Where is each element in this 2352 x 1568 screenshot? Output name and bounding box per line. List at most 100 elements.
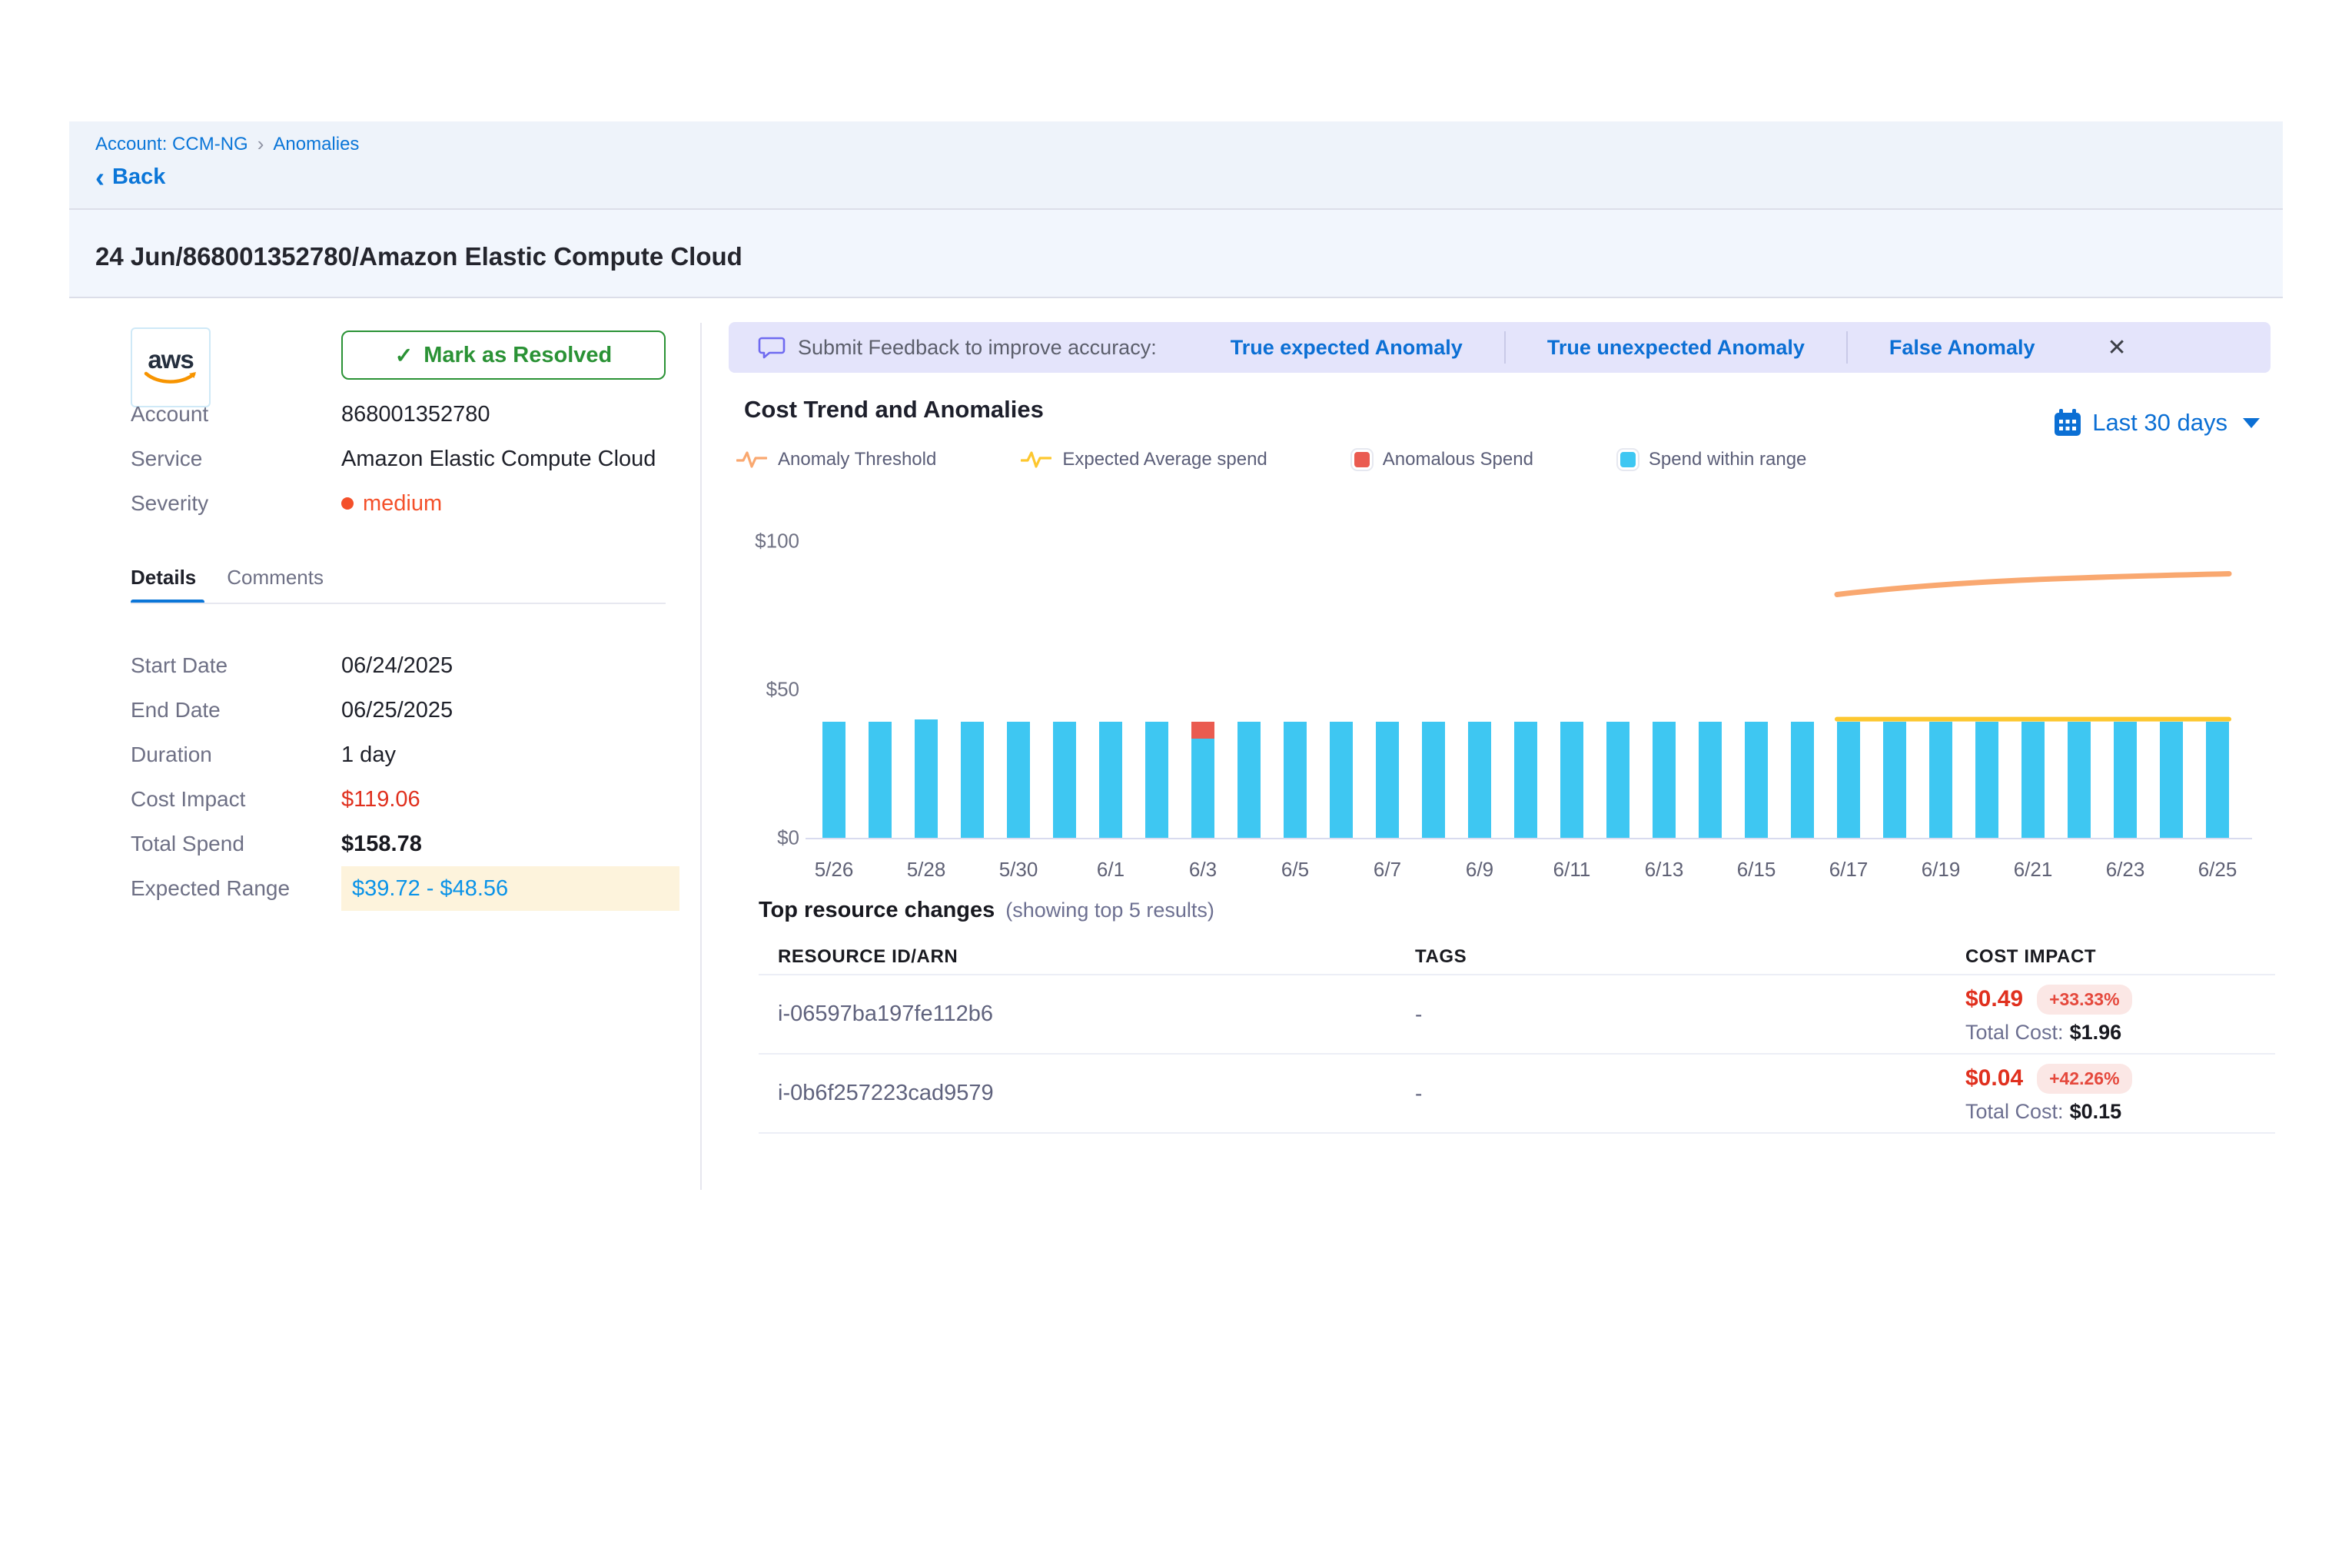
bar-6/11[interactable]	[1560, 722, 1583, 838]
table-row: i-0b6f257223cad9579-$0.04+42.26%Total Co…	[759, 1055, 2275, 1134]
bar-6/8[interactable]	[1422, 722, 1445, 838]
bar-6/13[interactable]	[1653, 722, 1676, 838]
bar-slot-6/11	[1549, 523, 1595, 838]
x-tick-label	[1134, 858, 1180, 882]
bar-6/14[interactable]	[1699, 722, 1722, 838]
bar-6/7[interactable]	[1376, 722, 1399, 838]
legend-item-anomaly-threshold[interactable]: Anomaly Threshold	[736, 449, 936, 470]
bar-6/20[interactable]	[1975, 722, 1998, 838]
bar-6/25[interactable]	[2206, 722, 2229, 838]
tab-details[interactable]: Details	[131, 566, 196, 600]
bar-6/3[interactable]	[1191, 722, 1214, 838]
y-tick-label: $0	[777, 826, 799, 850]
bar-6/22[interactable]	[2068, 722, 2091, 838]
legend-item-anomalous-spend[interactable]: Anomalous Spend	[1352, 449, 1533, 470]
bar-6/23[interactable]	[2114, 722, 2137, 838]
bar-6/2[interactable]	[1145, 722, 1168, 838]
squiggle-line-icon	[1021, 449, 1051, 470]
detail-label: Start Date	[131, 653, 341, 678]
bar-slot-6/7	[1364, 523, 1410, 838]
anomaly-details: Start Date06/24/2025End Date06/25/2025Du…	[131, 643, 681, 911]
legend-square-icon	[1352, 450, 1372, 470]
within-range-segment	[822, 722, 845, 838]
table-body: i-06597ba197fe112b6-$0.49+33.33%Total Co…	[759, 974, 2275, 1134]
breadcrumb-account-link[interactable]: Account: CCM-NG	[95, 134, 248, 155]
bar-5/28[interactable]	[915, 719, 938, 838]
legend-item-expected-average-spend[interactable]: Expected Average spend	[1021, 449, 1267, 470]
x-tick-label	[1226, 858, 1272, 882]
bar-5/26[interactable]	[822, 722, 845, 838]
bar-6/18[interactable]	[1883, 722, 1906, 838]
severity-dot-icon	[341, 497, 354, 510]
bar-slot-6/14	[1687, 523, 1733, 838]
detail-row: Start Date06/24/2025	[131, 643, 681, 688]
feedback-option-true-expected-anomaly[interactable]: True expected Anomaly	[1189, 336, 1504, 360]
tab-comments[interactable]: Comments	[227, 566, 324, 600]
bar-6/16[interactable]	[1791, 722, 1814, 838]
summary-label: Account	[131, 402, 341, 427]
date-range-selector[interactable]: Last 30 days	[2052, 407, 2260, 438]
within-range-segment	[869, 722, 892, 838]
detail-value: $158.78	[341, 832, 422, 857]
chevron-left-icon: ‹	[95, 167, 105, 188]
bar-6/19[interactable]	[1929, 722, 1952, 838]
table-row: i-06597ba197fe112b6-$0.49+33.33%Total Co…	[759, 975, 2275, 1055]
bar-6/17[interactable]	[1837, 722, 1860, 838]
within-range-segment	[2160, 722, 2183, 838]
within-range-segment	[1191, 739, 1214, 838]
bar-6/15[interactable]	[1745, 722, 1768, 838]
detail-row: Duration1 day	[131, 733, 681, 777]
bar-6/10[interactable]	[1514, 722, 1537, 838]
table-title-row: Top resource changes (showing top 5 resu…	[759, 898, 2275, 923]
x-axis-labels: 5/265/285/306/16/36/56/76/96/116/136/156…	[811, 858, 2241, 882]
anomaly-summary: Account868001352780ServiceAmazon Elastic…	[131, 392, 681, 526]
feedback-option-false-anomaly[interactable]: False Anomaly	[1848, 336, 2077, 360]
detail-value: $39.72 - $48.56	[341, 866, 679, 911]
x-tick-label	[1503, 858, 1549, 882]
resource-cost-impact: $0.49+33.33%Total Cost:$1.96	[1965, 985, 2275, 1045]
bar-6/1[interactable]	[1099, 722, 1122, 838]
resource-tags: -	[1415, 1081, 1965, 1106]
bar-6/24[interactable]	[2160, 722, 2183, 838]
cost-impact-line: $0.04+42.26%	[1965, 1064, 2275, 1094]
bar-6/4[interactable]	[1237, 722, 1261, 838]
bar-5/30[interactable]	[1007, 722, 1030, 838]
y-tick-label: $100	[755, 530, 799, 553]
bar-6/12[interactable]	[1606, 722, 1629, 838]
x-tick-label	[857, 858, 903, 882]
bar-slot-6/2	[1134, 523, 1180, 838]
bar-slot-6/24	[2148, 523, 2194, 838]
x-tick-label	[1318, 858, 1364, 882]
bar-6/6[interactable]	[1330, 722, 1353, 838]
resource-id: i-0b6f257223cad9579	[759, 1081, 1415, 1106]
check-icon: ✓	[395, 343, 413, 368]
chevron-down-icon	[2243, 418, 2260, 428]
bar-5/29[interactable]	[961, 722, 984, 838]
bar-slot-6/10	[1503, 523, 1549, 838]
detail-value: $119.06	[341, 787, 420, 812]
legend-item-spend-within-range[interactable]: Spend within range	[1618, 449, 1806, 470]
summary-row: Severitymedium	[131, 481, 681, 526]
bar-5/31[interactable]	[1053, 722, 1076, 838]
within-range-segment	[1606, 722, 1629, 838]
bar-6/5[interactable]	[1284, 722, 1307, 838]
column-resource-id: RESOURCE ID/ARN	[759, 946, 1415, 968]
x-tick-label: 6/15	[1733, 858, 1779, 882]
bar-slot-5/31	[1041, 523, 1088, 838]
bar-5/27[interactable]	[869, 722, 892, 838]
within-range-segment	[1883, 722, 1906, 838]
within-range-segment	[1975, 722, 1998, 838]
column-cost-impact: COST IMPACT	[1965, 946, 2275, 968]
x-tick-label	[949, 858, 995, 882]
mark-as-resolved-button[interactable]: ✓ Mark as Resolved	[341, 331, 666, 380]
bar-6/21[interactable]	[2021, 722, 2045, 838]
bar-6/9[interactable]	[1468, 722, 1491, 838]
bar-slot-6/16	[1779, 523, 1825, 838]
back-button[interactable]: ‹ Back	[95, 164, 165, 190]
breadcrumb-anomalies-link[interactable]: Anomalies	[273, 134, 359, 155]
bar-slot-6/19	[1918, 523, 1964, 838]
within-range-segment	[915, 719, 938, 838]
x-tick-label: 5/30	[995, 858, 1041, 882]
feedback-option-true-unexpected-anomaly[interactable]: True unexpected Anomaly	[1506, 336, 1846, 360]
close-icon[interactable]: ✕	[2102, 334, 2131, 362]
